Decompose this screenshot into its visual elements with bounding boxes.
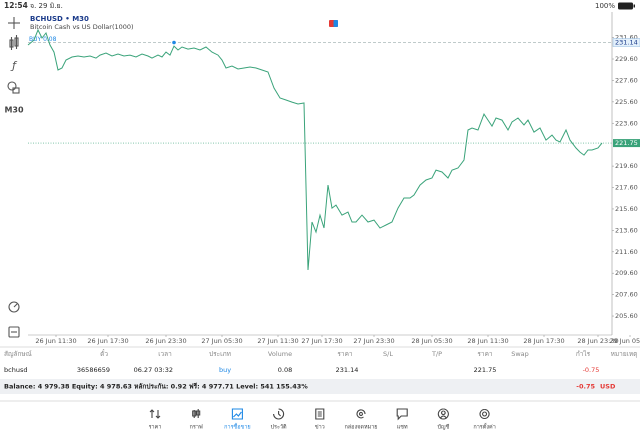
- cell-price: 231.14: [336, 366, 359, 374]
- column-header: สัญลักษณ์: [4, 350, 32, 358]
- chart: 205.60 207.60 209.60 211.60 213.60 215.60 217.…: [27, 12, 640, 345]
- column-header: ประเภท: [209, 350, 231, 358]
- y-tick-label: 231.60: [615, 34, 638, 42]
- current-price-box: [613, 139, 640, 148]
- total-profit: -0.75: [576, 383, 595, 391]
- y-tick-label: 209.60: [615, 269, 638, 277]
- nav-label[interactable]: การซื้อขาย: [224, 423, 250, 431]
- balance-bar: [0, 379, 640, 394]
- nav-label[interactable]: ประวัติ: [271, 424, 287, 431]
- price-line: [27, 28, 603, 271]
- nav-label[interactable]: กราฟ: [190, 424, 203, 431]
- x-tick-label: 26 Jun 23:30: [145, 337, 186, 345]
- chart-title: BCHUSD • M30: [30, 15, 89, 23]
- nav-label[interactable]: กล่องจดหมาย: [344, 425, 377, 431]
- chart-type-tool[interactable]: [9, 35, 19, 50]
- cell-type: buy: [219, 366, 231, 374]
- speed-tool[interactable]: [8, 301, 20, 313]
- battery-tip: [633, 4, 635, 8]
- order-entry-dot: [172, 40, 176, 45]
- x-tick-label: 29 Jun 05:30: [609, 337, 640, 345]
- bottom-nav: ราคา กราฟ การซื้อขาย ประวัติ ข่าว กล่องจดหมาย…: [149, 408, 496, 431]
- cell-symbol: bchusd: [4, 366, 27, 374]
- chart-subtitle: Bitcoin Cash vs US Dollar(1000): [30, 23, 134, 31]
- x-tick-label: 28 Jun 11:30: [467, 337, 508, 345]
- order-price-label: 231.14: [615, 39, 638, 47]
- y-tick-label: 215.60: [615, 205, 638, 213]
- status-date: จ. 29 มิ.ย.: [30, 2, 63, 10]
- crosshair-tool[interactable]: [8, 17, 20, 29]
- order-label: BUY 0.08: [29, 36, 57, 43]
- positions-table: สัญลักษณ์ ตั๋ว เวลา ประเภท Volume ราคา S/L T/P ร…: [4, 349, 638, 374]
- x-tick-label: 27 Jun 11:30: [257, 337, 298, 345]
- cell-current-price: 221.75: [474, 366, 497, 374]
- column-header: Volume: [268, 350, 292, 358]
- nav-icon[interactable]: [315, 408, 325, 420]
- column-header: ตั๋ว: [100, 349, 108, 358]
- y-tick-label: 211.60: [615, 248, 638, 256]
- indicator-tool[interactable]: ƒ: [10, 59, 18, 72]
- x-tick-label: 26 Jun 17:30: [87, 337, 128, 345]
- nav-icon[interactable]: [437, 408, 449, 420]
- cell-volume: 0.08: [278, 366, 292, 374]
- y-tick-label: 229.60: [615, 55, 638, 63]
- currency: USD: [600, 383, 616, 391]
- x-tick-label: 28 Jun 17:30: [523, 337, 564, 345]
- balance-text: Balance: 4 979.38 Equity: 4 978.63 หลักป…: [4, 383, 308, 391]
- nav-icon[interactable]: [192, 409, 201, 418]
- nav-icon[interactable]: [396, 408, 408, 421]
- column-header: T/P: [431, 350, 442, 358]
- x-tick-label: 28 Jun 23:30: [577, 337, 618, 345]
- column-header: ราคา: [337, 350, 352, 358]
- nav-icon[interactable]: [231, 408, 243, 420]
- nav-icon[interactable]: [479, 408, 490, 420]
- timeframe-button[interactable]: M30: [4, 106, 24, 115]
- left-toolbar: ƒ M30: [4, 17, 24, 338]
- battery-icon: [618, 2, 633, 10]
- order-price-box: [612, 38, 640, 47]
- objects-tool[interactable]: [7, 81, 20, 94]
- cell-profit: -0.75: [583, 366, 600, 374]
- nav-icon[interactable]: [149, 409, 161, 419]
- y-tick-label: 207.60: [615, 291, 638, 299]
- y-tick-label: 205.60: [615, 312, 638, 320]
- status-time: 12:54: [4, 1, 28, 10]
- nav-label[interactable]: การตั้งค่า: [473, 423, 495, 431]
- one-click-icon[interactable]: [329, 20, 338, 27]
- nav-label[interactable]: ราคา: [149, 425, 162, 431]
- x-tick-label: 28 Jun 05:30: [411, 337, 452, 345]
- y-tick-label: 225.60: [615, 98, 638, 106]
- x-tick-label: 27 Jun 17:30: [301, 337, 342, 345]
- status-battery: 100%: [595, 2, 615, 10]
- cell-time: 06.27 03:32: [134, 366, 173, 374]
- x-tick-label: 27 Jun 05:30: [201, 337, 242, 345]
- y-tick-label: 223.60: [615, 119, 638, 127]
- nav-icon[interactable]: [356, 409, 366, 419]
- x-tick-label: 27 Jun 23:30: [353, 337, 394, 345]
- column-header: ราคา: [477, 350, 492, 358]
- y-tick-label: 219.60: [615, 162, 638, 170]
- y-tick-label: 227.60: [615, 76, 638, 84]
- add-tool[interactable]: [8, 326, 20, 338]
- column-header: กำไร: [576, 350, 591, 358]
- column-header: เวลา: [158, 350, 172, 358]
- nav-label[interactable]: ข่าว: [315, 425, 325, 431]
- y-tick-label: 217.60: [615, 184, 638, 192]
- nav-label[interactable]: บัญชี: [437, 424, 449, 431]
- nav-icon[interactable]: [273, 408, 285, 420]
- y-tick-label: 213.60: [615, 226, 638, 234]
- current-price-label: 221.75: [615, 139, 638, 147]
- nav-label[interactable]: แชท: [397, 424, 408, 431]
- cell-ticket: 36586659: [77, 366, 110, 374]
- x-tick-label: 26 Jun 11:30: [35, 337, 76, 345]
- column-header: หมายเหตุ: [611, 350, 638, 358]
- column-header: Swap: [511, 350, 529, 358]
- column-header: S/L: [383, 350, 393, 358]
